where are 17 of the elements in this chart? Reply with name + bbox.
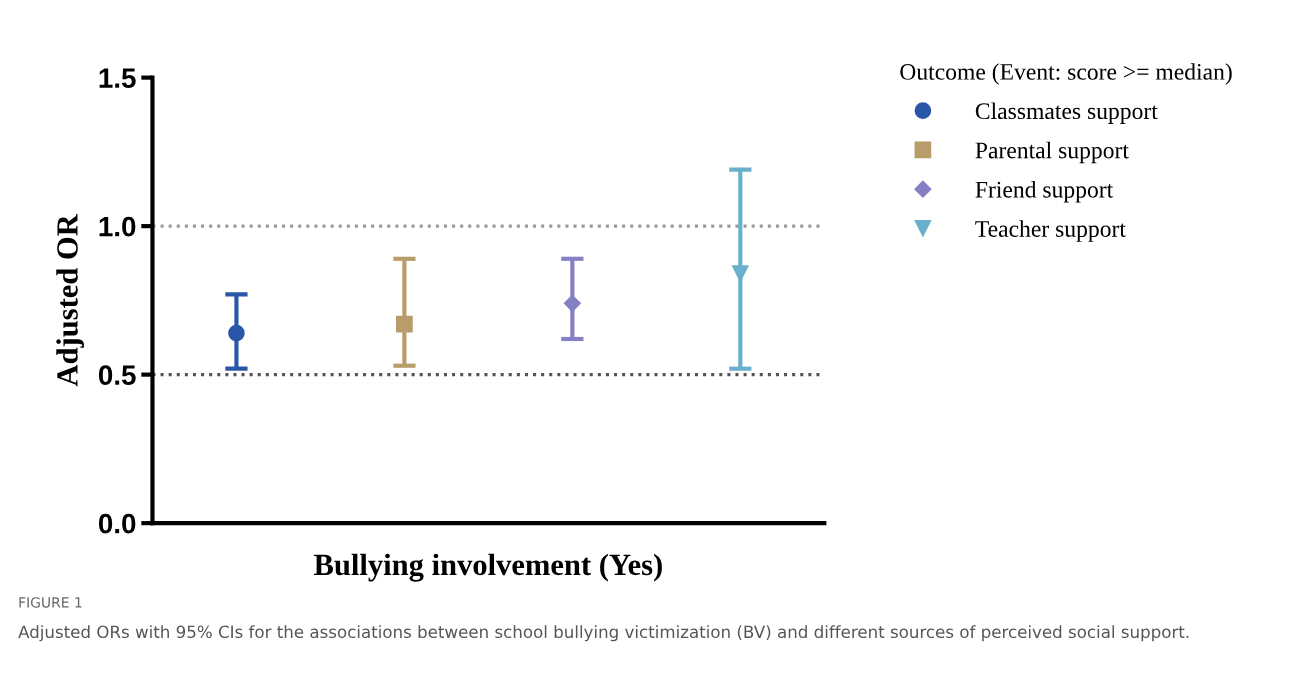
y-axis-title: Adjusted OR xyxy=(56,213,84,387)
x-axis-title: Bullying involvement (Yes) xyxy=(314,553,662,582)
legend-label: Friend support xyxy=(975,181,1114,203)
point xyxy=(563,294,581,312)
legend-label: Parental support xyxy=(975,141,1129,164)
point xyxy=(228,324,245,342)
text: Adjusted ORs with 95% CIs for the associations between school bullying victimization (BV) and different sources of perceived social support. xyxy=(18,625,1189,642)
point xyxy=(396,315,413,333)
y-tick-label: 0.0 xyxy=(98,513,136,534)
y-tick-label: 1.5 xyxy=(99,68,136,88)
legend-label: Teacher support xyxy=(975,220,1126,242)
y-tick-label: 1.0 xyxy=(99,216,136,237)
legend-title: Outcome (Event: score >= median) xyxy=(900,63,1232,85)
legend-label: Classmates support xyxy=(975,102,1158,124)
point xyxy=(731,265,749,282)
y-tick-label: 0.5 xyxy=(98,365,136,385)
caption: FIGURE 1 xyxy=(19,597,82,608)
